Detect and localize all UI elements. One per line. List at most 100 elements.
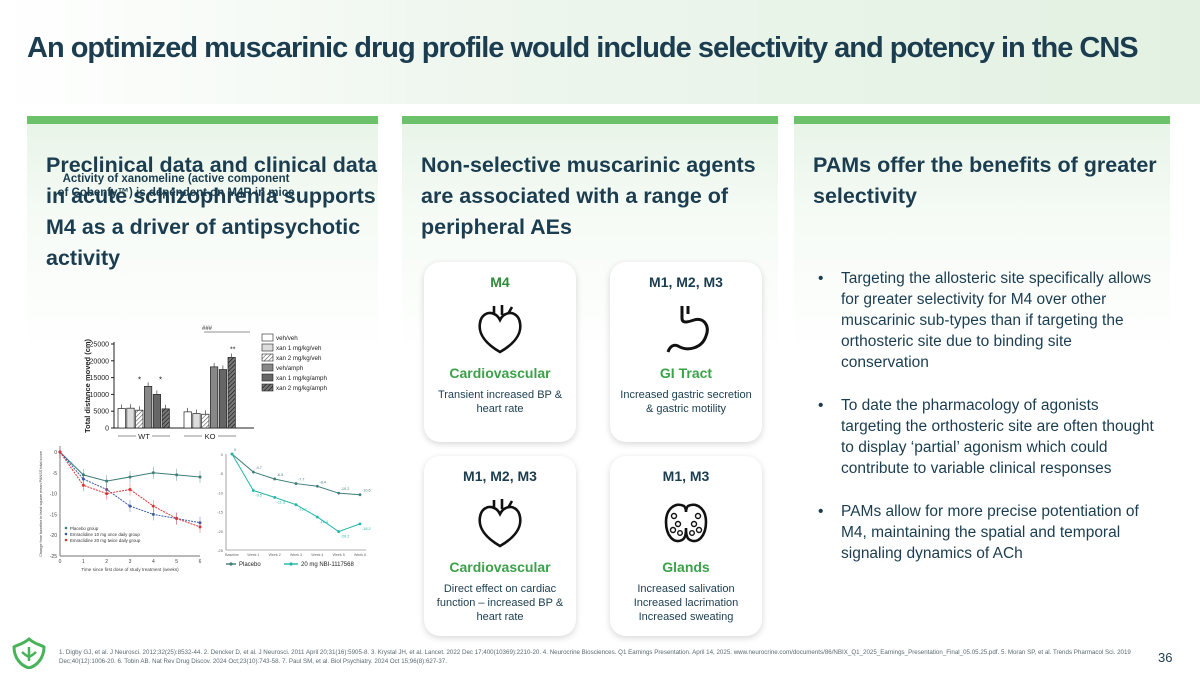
legend-label: Placebo xyxy=(239,562,261,568)
bullet-list: Targeting the allosteric site specifical… xyxy=(814,268,1154,586)
column-heading: Non-selective muscarinic agents are asso… xyxy=(421,153,756,239)
data-point xyxy=(151,471,155,475)
card-system-label: Glands xyxy=(662,559,710,575)
bar xyxy=(117,408,126,429)
card-system-label: Cardiovascular xyxy=(449,559,551,575)
bullet-item: Targeting the allosteric site specifical… xyxy=(814,268,1154,373)
y-tick-label: -5 xyxy=(53,471,58,477)
y-tick-label: -25 xyxy=(217,548,224,553)
data-point xyxy=(128,504,132,508)
data-label: -10.6 xyxy=(362,489,371,493)
column-accent-bar xyxy=(402,116,778,124)
data-point xyxy=(151,512,155,516)
company-logo-icon xyxy=(12,637,46,669)
column-pams: PAMs offer the benefits of greater selec… xyxy=(794,116,1170,644)
y-tick-label: 0 xyxy=(105,426,109,433)
data-point xyxy=(81,477,85,481)
y-tick-label: -20 xyxy=(50,533,57,539)
y-axis-label: Total distance moved (cm) xyxy=(83,338,92,433)
x-tick-label: Week 2 xyxy=(269,553,281,557)
x-tick-label: 0 xyxy=(59,559,62,565)
x-tick-label: Week 4 xyxy=(311,553,323,557)
bar xyxy=(144,385,153,429)
y-tick-label: -10 xyxy=(50,492,57,498)
legend-marker xyxy=(229,562,233,566)
y-tick-label: 0 xyxy=(221,452,224,457)
significance-marker: * xyxy=(138,376,141,385)
footnote-references: 1. Digby GJ, et al. J Neurosci. 2012;32(… xyxy=(59,649,1131,665)
bar xyxy=(135,409,144,429)
data-point xyxy=(151,504,155,508)
data-point xyxy=(273,477,277,481)
data-label: -9.5 xyxy=(255,493,262,497)
card-receptor-label: M1, M3 xyxy=(662,468,710,484)
data-point xyxy=(175,473,179,477)
data-point xyxy=(58,450,62,454)
data-point xyxy=(294,482,298,485)
data-label: 0 xyxy=(234,448,236,452)
y-tick-label: -10 xyxy=(217,490,224,495)
bar xyxy=(126,407,135,429)
bar xyxy=(161,408,170,429)
data-point xyxy=(358,522,362,526)
data-label: -10.2 xyxy=(341,487,350,491)
legend-label: Emraclidine 20 mg twice daily group xyxy=(70,538,141,543)
data-point xyxy=(175,517,179,521)
x-tick-label: 1 xyxy=(82,559,85,565)
data-point xyxy=(294,503,298,507)
bar xyxy=(210,366,219,429)
legend-label: Placebo group xyxy=(70,526,99,531)
column-accent-bar xyxy=(794,116,1170,124)
card-description: Increased gastric secretion & gastric mo… xyxy=(620,389,752,415)
data-label: -20.2 xyxy=(341,535,350,539)
heart-icon xyxy=(478,499,522,548)
legend-swatch xyxy=(261,363,274,372)
x-tick-label: 4 xyxy=(152,559,155,565)
data-point xyxy=(273,495,277,499)
legend-swatch xyxy=(261,383,274,392)
data-point xyxy=(128,487,132,491)
legend-label: xan 2 mg/kg/amph xyxy=(276,385,327,392)
legend-marker xyxy=(64,538,68,542)
significance-marker: ### xyxy=(202,326,213,332)
bullet-item: To date the pharmacology of agonists tar… xyxy=(814,395,1154,479)
slide-title: An optimized muscarinic drug profile wou… xyxy=(27,32,1139,64)
data-point xyxy=(337,491,341,495)
group-label-bg xyxy=(202,432,218,440)
x-tick-label: Week 5 xyxy=(333,553,345,557)
data-point xyxy=(198,525,202,529)
group-label: KO xyxy=(205,432,216,441)
data-point xyxy=(337,530,341,533)
legend-marker xyxy=(64,526,68,530)
legend-label: veh/amph xyxy=(276,365,304,372)
bar xyxy=(227,357,236,429)
y-tick-label: -5 xyxy=(219,471,223,476)
x-tick-label: 2 xyxy=(105,559,108,565)
legend-label: Emraclidine 10 mg once daily group xyxy=(70,532,140,537)
y-tick-label: 15000 xyxy=(90,375,110,382)
title-banner xyxy=(0,0,1200,104)
data-point xyxy=(128,475,132,479)
bullet-item: PAMs allow for more precise potentiation… xyxy=(814,501,1154,564)
data-label: -4.7 xyxy=(255,466,262,470)
legend-swatch xyxy=(261,373,274,382)
data-label: -18.2 xyxy=(362,527,371,531)
column-heading: PAMs offer the benefits of greater selec… xyxy=(813,153,1157,208)
column-heading: Preclinical data and clinical data in ac… xyxy=(46,153,377,270)
y-tick-label: 20000 xyxy=(90,358,110,365)
thyroid-gland-icon xyxy=(664,503,708,543)
data-label: -13.2 xyxy=(298,508,307,512)
bar xyxy=(218,369,227,429)
legend-marker xyxy=(64,532,68,536)
card-description: Transient increased BP & heart rate xyxy=(437,389,563,415)
legend-label: veh/veh xyxy=(276,335,298,342)
y-tick-label: -25 xyxy=(50,554,57,560)
y-tick-label: 25000 xyxy=(90,342,110,349)
page-number: 36 xyxy=(1158,650,1173,665)
data-point xyxy=(81,483,85,487)
x-tick-label: 5 xyxy=(175,559,178,565)
bar xyxy=(192,413,201,429)
data-point xyxy=(230,452,234,456)
card-receptor-label: M4 xyxy=(490,274,510,290)
data-label: -8.4 xyxy=(319,480,326,484)
